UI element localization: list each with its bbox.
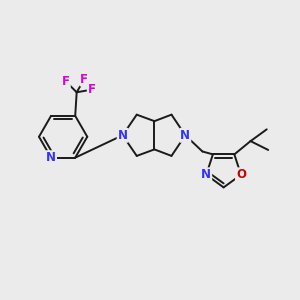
Text: F: F	[88, 83, 96, 96]
Text: N: N	[46, 151, 56, 164]
Text: O: O	[236, 168, 246, 181]
Text: N: N	[118, 129, 128, 142]
Text: F: F	[62, 75, 70, 88]
Text: F: F	[80, 73, 88, 85]
Text: N: N	[201, 168, 211, 181]
Text: N: N	[180, 129, 190, 142]
